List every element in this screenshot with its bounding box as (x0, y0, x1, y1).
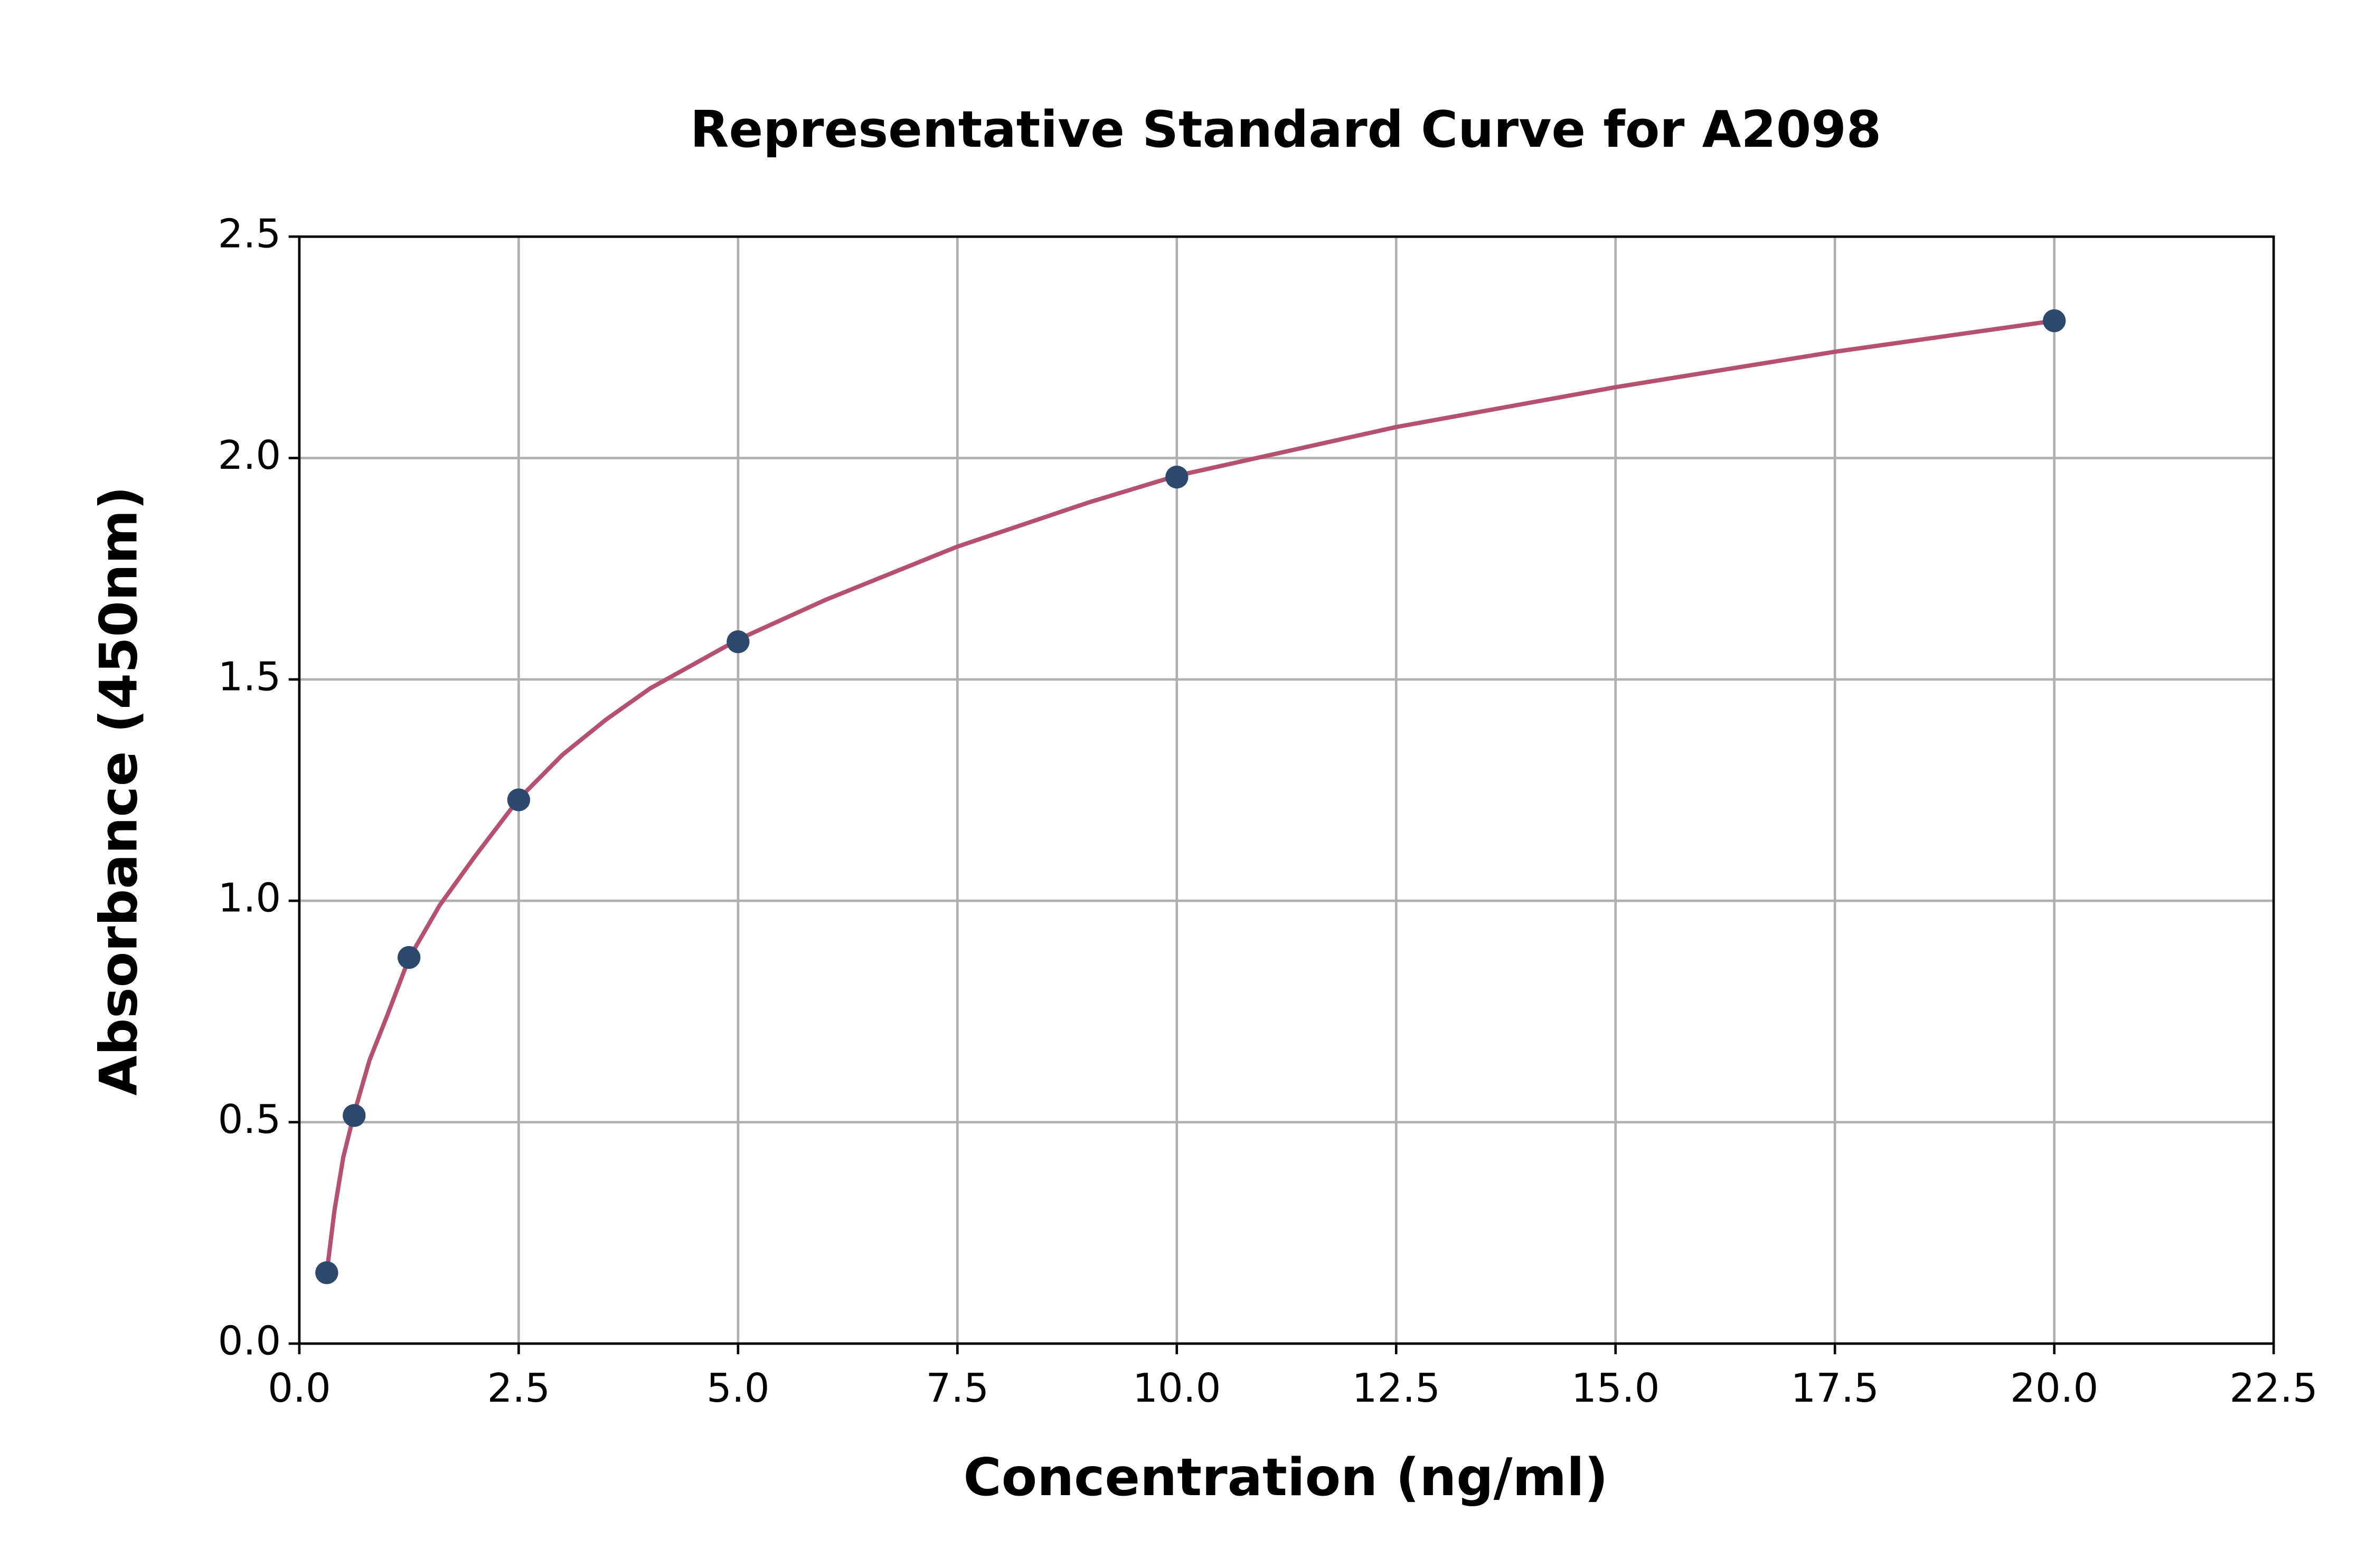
x-tick-label: 22.5 (2229, 1365, 2317, 1411)
x-tick-label: 12.5 (1352, 1365, 1440, 1411)
y-tick-label: 0.0 (218, 1317, 281, 1364)
x-tick-label: 15.0 (1571, 1365, 1660, 1411)
y-tick-label: 1.0 (218, 875, 281, 921)
y-tick-label: 1.5 (218, 653, 281, 700)
y-tick-label: 2.5 (218, 211, 281, 257)
data-point (1165, 465, 1189, 489)
data-point (2042, 309, 2066, 333)
y-tick-label: 2.0 (218, 432, 281, 478)
y-tick-label: 0.5 (218, 1096, 281, 1142)
data-point (397, 946, 421, 969)
data-point (343, 1104, 366, 1127)
data-point (507, 788, 531, 811)
x-axis-label: Concentration (ng/ml) (963, 1448, 1608, 1508)
fit-curve (324, 318, 2055, 1273)
y-axis-label: Absorbance (450nm) (89, 486, 149, 1095)
data-point (315, 1261, 338, 1284)
x-tick-label: 20.0 (2010, 1365, 2098, 1411)
x-tick-label: 5.0 (706, 1365, 770, 1411)
x-tick-label: 10.0 (1133, 1365, 1221, 1411)
x-tick-label: 7.5 (926, 1365, 989, 1411)
chart-title: Representative Standard Curve for A2098 (690, 100, 1881, 159)
data-point (727, 630, 750, 654)
x-tick-label: 0.0 (268, 1365, 331, 1411)
plot-frame (298, 235, 2275, 1345)
x-tick-label: 2.5 (487, 1365, 551, 1411)
x-tick-label: 17.5 (1791, 1365, 1879, 1411)
